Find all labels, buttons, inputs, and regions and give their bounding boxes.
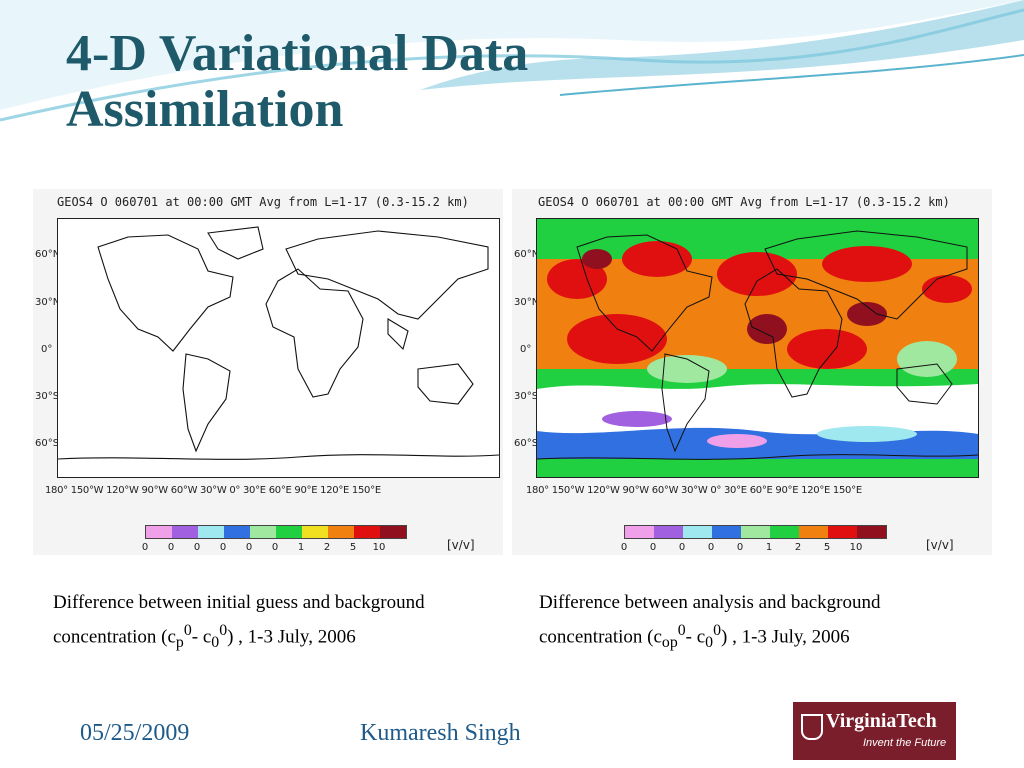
caption-sub: 0 <box>211 634 220 652</box>
colorbar-swatch <box>712 526 741 538</box>
lat-label: 0° <box>41 344 53 355</box>
colorbar-swatch <box>770 526 799 538</box>
colorbar-tick: 0 <box>219 542 227 553</box>
lat-label: 30°S <box>35 391 60 402</box>
colorbar-tick: 2 <box>323 542 331 553</box>
colorbar-swatch <box>198 526 224 538</box>
colorbar-tick: 0 <box>649 542 657 553</box>
lat-label: 60°N <box>35 249 61 260</box>
colorbar-tick: 1 <box>297 542 305 553</box>
lat-label: 60°N <box>514 249 540 260</box>
lat-label: 60°S <box>514 438 539 449</box>
lat-label: 30°S <box>514 391 539 402</box>
caption-sup: 0 <box>677 622 686 639</box>
colorbar-tick: 1 <box>765 542 773 553</box>
colorbar-tick: 5 <box>823 542 831 553</box>
plot-header: GEOS4 O 060701 at 00:00 GMT Avg from L=1… <box>538 195 950 209</box>
colorbar-swatch <box>250 526 276 538</box>
colorbar <box>624 525 887 539</box>
caption-text: - c <box>191 626 212 648</box>
lon-labels: 180° 150°W 120°W 90°W 60°W 30°W 0° 30°E … <box>45 485 381 496</box>
colorbar-swatch <box>146 526 172 538</box>
caption-sub: 0 <box>705 634 714 652</box>
colorbar-tick: 0 <box>707 542 715 553</box>
colorbar-tick: 0 <box>141 542 149 553</box>
colorbar-tick: 0 <box>271 542 279 553</box>
logo-name: VirginiaTech <box>826 710 937 732</box>
plot-initial-guess: GEOS4 O 060701 at 00:00 GMT Avg from L=1… <box>33 189 503 555</box>
colorbar-swatch <box>683 526 712 538</box>
colorbar-tick: 0 <box>736 542 744 553</box>
plot-analysis: GEOS4 O 060701 at 00:00 GMT Avg from L=1… <box>512 189 992 555</box>
caption-sup: 0 <box>713 622 722 639</box>
plot-header: GEOS4 O 060701 at 00:00 GMT Avg from L=1… <box>57 195 469 209</box>
lat-label: 0° <box>520 344 532 355</box>
colorbar-tick: 2 <box>794 542 802 553</box>
colorbar-swatch <box>380 526 406 538</box>
colorbar-tick: 10 <box>372 542 386 553</box>
caption-sub: p <box>175 634 184 652</box>
logo-tagline: Invent the Future <box>863 737 947 749</box>
colorbar-swatch <box>302 526 328 538</box>
caption-text: Difference between analysis and backgrou… <box>539 592 881 648</box>
lat-label: 30°N <box>35 297 61 308</box>
colorbar-swatch <box>172 526 198 538</box>
colorbar-tick: 0 <box>167 542 175 553</box>
colorbar-tick: 0 <box>678 542 686 553</box>
world-map <box>57 218 500 478</box>
caption-text: ) , 1-3 July, 2006 <box>227 626 356 648</box>
colorbar-tick: 0 <box>193 542 201 553</box>
colorbar-swatch <box>654 526 683 538</box>
colorbar-swatch <box>354 526 380 538</box>
lat-label: 60°S <box>35 438 60 449</box>
virginia-tech-logo: VirginiaTech Invent the Future <box>793 702 956 760</box>
units-label: [v/v] <box>447 538 475 552</box>
colorbar-swatch <box>625 526 654 538</box>
shield-icon <box>801 714 823 740</box>
units-label: [v/v] <box>926 538 954 552</box>
colorbar-swatch <box>741 526 770 538</box>
caption-text: Difference between initial guess and bac… <box>53 592 425 648</box>
caption-text: - c <box>685 626 706 648</box>
wave-decoration <box>0 0 1024 122</box>
concentration-field <box>537 219 978 477</box>
colorbar-swatch <box>328 526 354 538</box>
lon-labels: 180° 150°W 120°W 90°W 60°W 30°W 0° 30°E … <box>526 485 862 496</box>
coastlines <box>58 226 499 460</box>
colorbar-swatch <box>276 526 302 538</box>
slide-title: 4-D Variational Data Assimilation <box>66 25 529 138</box>
caption-sub: op <box>661 634 678 652</box>
caption-initial-guess: Difference between initial guess and bac… <box>53 589 513 657</box>
colorbar-swatch <box>828 526 857 538</box>
colorbar <box>145 525 407 539</box>
footer-date: 05/25/2009 <box>80 720 190 746</box>
colorbar-tick: 5 <box>349 542 357 553</box>
colorbar-swatch <box>799 526 828 538</box>
colorbar-tick: 0 <box>245 542 253 553</box>
colorbar-tick: 0 <box>620 542 628 553</box>
footer-author: Kumaresh Singh <box>360 720 521 746</box>
caption-text: ) , 1-3 July, 2006 <box>721 626 850 648</box>
colorbar-swatch <box>857 526 886 538</box>
colorbar-swatch <box>224 526 250 538</box>
caption-analysis: Difference between analysis and backgrou… <box>539 589 979 657</box>
caption-sup: 0 <box>183 622 192 639</box>
concentration-map <box>536 218 979 478</box>
colorbar-tick: 10 <box>849 542 863 553</box>
lat-label: 30°N <box>514 297 540 308</box>
caption-sup: 0 <box>219 622 228 639</box>
